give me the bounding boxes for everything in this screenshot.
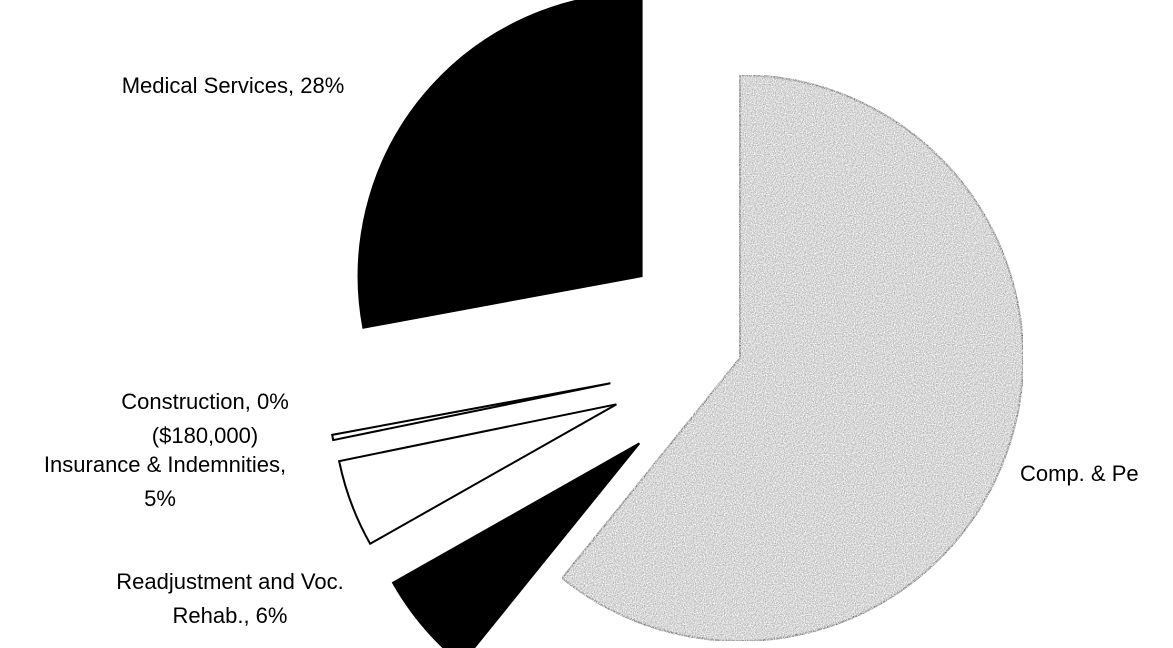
slice-label: Readjustment and Voc. (116, 569, 343, 594)
slice-label: Comp. & Pe (1020, 461, 1139, 486)
slice-label: Medical Services, 28% (122, 73, 345, 98)
pie-slice (391, 442, 641, 648)
pie-slice (357, 0, 643, 329)
slice-label: ($180,000) (152, 423, 258, 448)
slice-label: Rehab., 6% (173, 603, 288, 628)
pie-slice (331, 382, 611, 442)
slice-label: Construction, 0% (121, 389, 289, 414)
slice-label: Insurance & Indemnities, (44, 452, 286, 477)
pie-slice (337, 403, 617, 546)
pie-slice (560, 73, 1024, 642)
slice-label: 5% (144, 486, 176, 511)
